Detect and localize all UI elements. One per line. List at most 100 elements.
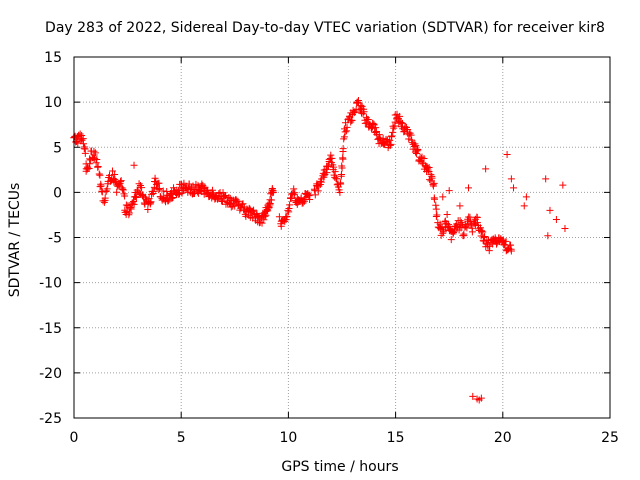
data-point xyxy=(522,193,530,201)
data-point xyxy=(281,217,289,225)
data-point xyxy=(261,212,269,220)
y-axis-label: SDTVAR / TECUs xyxy=(7,183,23,298)
data-point xyxy=(341,128,349,136)
data-point xyxy=(328,154,336,162)
data-point xyxy=(85,165,93,173)
data-point xyxy=(260,216,268,224)
data-point xyxy=(117,177,125,185)
data-point xyxy=(95,170,103,178)
data-point xyxy=(164,197,172,205)
data-point xyxy=(258,219,266,227)
data-point xyxy=(503,150,511,158)
data-point xyxy=(314,187,322,195)
data-point xyxy=(481,233,489,241)
data-point xyxy=(130,161,138,169)
x-tick-label: 25 xyxy=(601,430,619,446)
x-axis-label: GPS time / hours xyxy=(281,459,398,475)
data-point xyxy=(338,171,346,179)
data-point xyxy=(116,178,124,186)
data-point xyxy=(478,227,486,235)
data-point xyxy=(129,199,137,207)
data-point xyxy=(305,192,313,200)
data-point xyxy=(479,228,487,236)
data-point xyxy=(239,200,247,208)
chart-title: Day 283 of 2022, Sidereal Day-to-day VTE… xyxy=(45,20,605,36)
data-point xyxy=(552,215,560,223)
data-point xyxy=(339,155,347,163)
axis-ticks: 0 5 10 15 20 25 15 10 5 0 -5 -10 -15 -20 -25 xyxy=(39,50,619,446)
data-point xyxy=(333,175,341,183)
data-point xyxy=(79,140,87,148)
data-point xyxy=(169,193,177,201)
data-point xyxy=(500,241,508,249)
data-point xyxy=(125,211,133,219)
data-point xyxy=(138,184,146,192)
data-point xyxy=(266,199,274,207)
data-point xyxy=(340,133,348,141)
grid xyxy=(74,57,610,418)
data-point xyxy=(439,193,447,201)
data-point xyxy=(119,186,127,194)
data-point xyxy=(299,199,307,207)
data-point xyxy=(507,247,515,255)
data-point xyxy=(439,229,447,237)
data-point xyxy=(438,223,446,231)
data-point xyxy=(433,211,441,219)
data-point xyxy=(286,201,294,209)
data-series xyxy=(70,96,569,404)
data-point xyxy=(74,139,82,147)
data-point xyxy=(198,180,206,188)
data-point xyxy=(464,184,472,192)
data-point xyxy=(168,194,176,202)
data-point xyxy=(477,394,485,402)
data-point xyxy=(291,189,299,197)
data-point xyxy=(414,146,422,154)
data-point xyxy=(277,222,285,230)
data-point xyxy=(130,198,138,206)
data-point xyxy=(284,206,292,214)
data-point xyxy=(97,182,105,190)
data-point xyxy=(119,185,127,193)
data-point xyxy=(187,184,195,192)
data-point xyxy=(343,123,351,131)
data-point xyxy=(449,228,457,236)
data-point xyxy=(327,151,335,159)
y-tick-label: -5 xyxy=(48,231,62,247)
data-point xyxy=(231,202,239,210)
data-point xyxy=(386,136,394,144)
x-tick-label: 20 xyxy=(494,430,512,446)
data-point xyxy=(469,392,477,400)
data-point xyxy=(432,201,440,209)
data-point xyxy=(81,149,89,157)
data-point xyxy=(428,174,436,182)
data-point xyxy=(546,206,554,214)
data-point xyxy=(290,185,298,193)
data-point xyxy=(135,180,143,188)
data-point xyxy=(81,143,89,151)
data-point xyxy=(430,195,438,203)
data-point xyxy=(96,171,104,179)
data-point xyxy=(441,218,449,226)
data-point xyxy=(445,187,453,195)
y-tick-label: -25 xyxy=(39,411,62,427)
data-point xyxy=(130,200,138,208)
data-point xyxy=(94,162,102,170)
data-point xyxy=(325,162,333,170)
data-point xyxy=(413,147,421,155)
data-point xyxy=(510,184,518,192)
data-point xyxy=(315,182,323,190)
x-tick-label: 5 xyxy=(177,430,186,446)
y-tick-label: -20 xyxy=(39,366,62,382)
data-point xyxy=(126,203,134,211)
data-point xyxy=(482,165,490,173)
data-point xyxy=(368,124,376,132)
data-point xyxy=(336,189,344,197)
data-point xyxy=(285,204,293,212)
data-point xyxy=(267,196,275,204)
data-point xyxy=(331,168,339,176)
y-tick-label: 0 xyxy=(53,185,62,201)
data-point xyxy=(319,169,327,177)
data-point xyxy=(132,193,140,201)
data-point xyxy=(427,171,435,179)
data-point xyxy=(432,205,440,213)
